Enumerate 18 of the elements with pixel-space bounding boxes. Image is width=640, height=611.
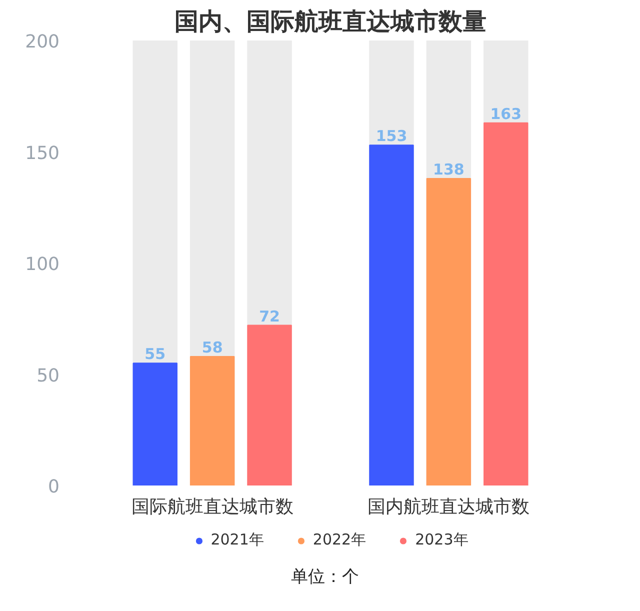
legend-label: 2023年 [415,530,468,550]
y-tick-label: 50 [36,365,60,386]
data-label: 153 [376,127,408,146]
y-tick-label: 100 [25,254,60,275]
x-tick-label: 国内航班直达城市数 [368,496,530,518]
text: 单位：个 [291,566,359,589]
data-label: 58 [202,338,223,356]
data-label: 72 [259,307,280,326]
data-label: 55 [144,345,166,364]
legend-label: 2022年 [312,530,366,550]
legend-label: 2021年 [210,530,264,550]
y-tick-label: 0 [48,476,60,498]
x-tick-label: 国际航班直达城市数 [131,496,294,518]
chart-title: 国内、国际航班直达城市数量 [174,8,486,36]
data-label: 163 [490,104,522,123]
data-label: 138 [433,160,464,178]
y-tick-label: 150 [25,142,60,164]
y-tick-label: 200 [25,32,60,52]
